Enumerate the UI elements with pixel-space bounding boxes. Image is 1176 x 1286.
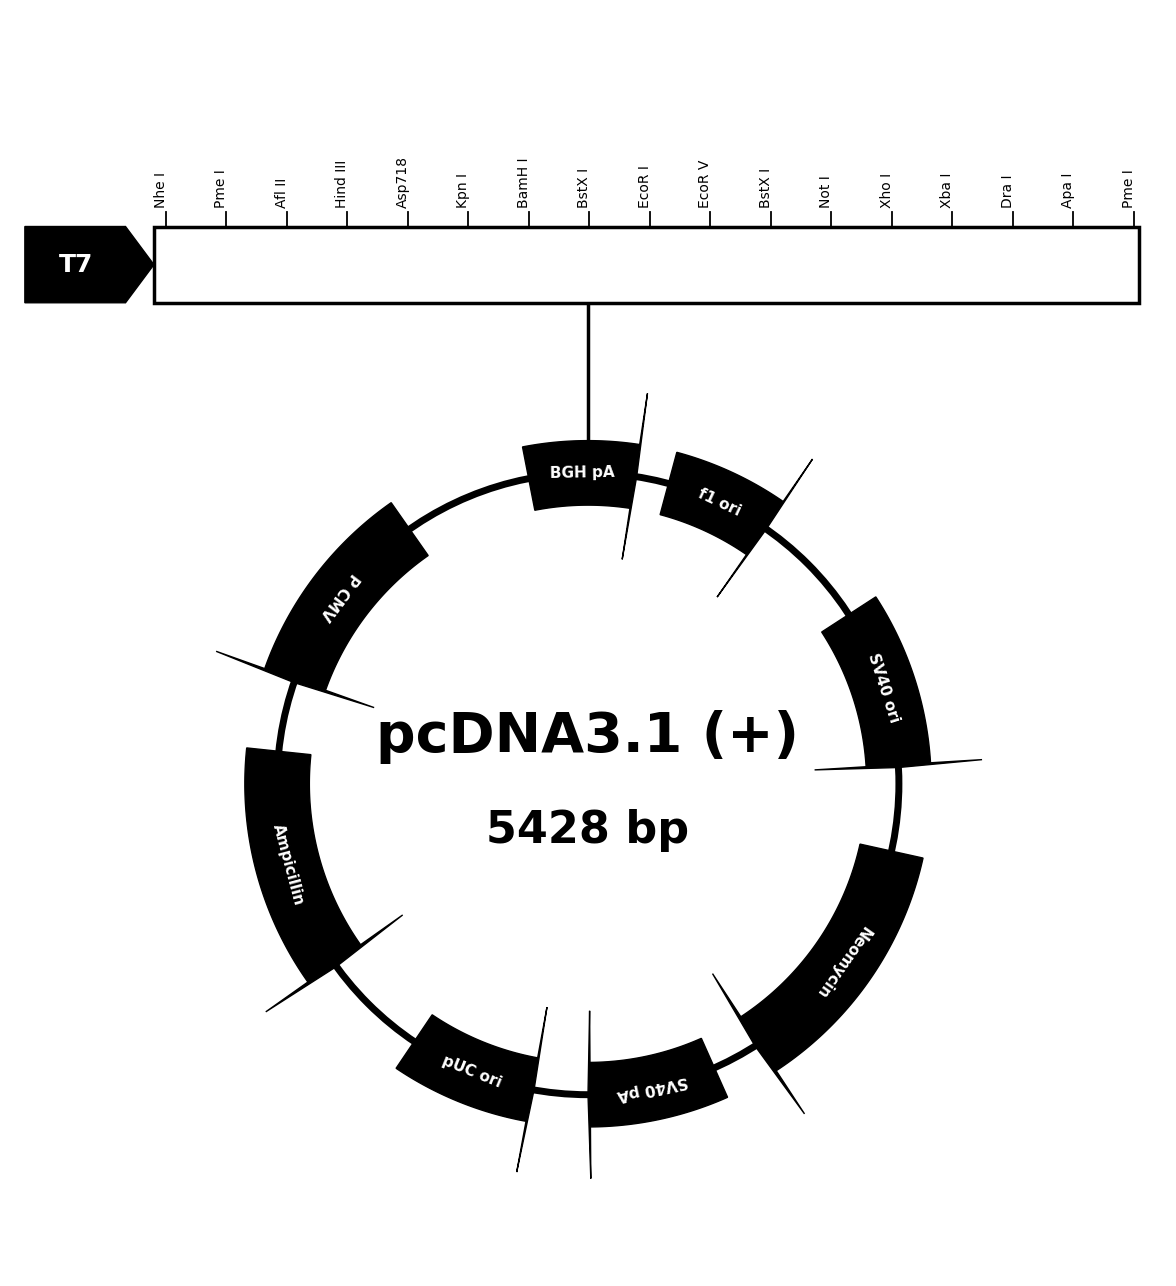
Text: Ampicillin: Ampicillin — [269, 822, 306, 907]
Text: 5428 bp: 5428 bp — [487, 809, 689, 853]
Text: Dra I: Dra I — [1001, 174, 1015, 208]
Text: BstX I: BstX I — [577, 167, 592, 208]
Text: BGH pA: BGH pA — [550, 464, 615, 481]
Polygon shape — [396, 1007, 547, 1172]
Polygon shape — [713, 844, 923, 1114]
Text: Not I: Not I — [820, 175, 834, 208]
Polygon shape — [522, 394, 648, 559]
Text: SV40 pA: SV40 pA — [616, 1073, 689, 1102]
Text: Nhe I: Nhe I — [154, 172, 168, 208]
Text: Asp718: Asp718 — [396, 156, 410, 208]
Polygon shape — [660, 453, 813, 597]
Text: P CMV: P CMV — [318, 571, 362, 622]
Text: Hind III: Hind III — [335, 159, 349, 208]
Text: f1 ori: f1 ori — [696, 486, 743, 518]
Text: Kpn I: Kpn I — [456, 172, 470, 208]
Text: Pme I: Pme I — [214, 168, 228, 208]
Text: Pme I: Pme I — [1122, 168, 1136, 208]
Text: Neomycin: Neomycin — [813, 923, 873, 1001]
Text: Xba I: Xba I — [941, 172, 955, 208]
Bar — [154, 226, 1140, 302]
Text: BamH I: BamH I — [517, 157, 530, 208]
Text: pUC ori: pUC ori — [440, 1053, 503, 1091]
Polygon shape — [588, 1011, 728, 1178]
Polygon shape — [815, 597, 982, 770]
Polygon shape — [245, 748, 402, 1012]
Text: EcoR V: EcoR V — [699, 159, 713, 208]
Polygon shape — [216, 503, 428, 707]
Text: Afl II: Afl II — [275, 177, 289, 208]
Text: EcoR I: EcoR I — [637, 165, 652, 208]
Polygon shape — [25, 226, 154, 302]
Text: T7: T7 — [59, 252, 94, 276]
Text: Xho I: Xho I — [880, 172, 894, 208]
Text: Apa I: Apa I — [1062, 172, 1075, 208]
Text: SV40 ori: SV40 ori — [866, 651, 902, 724]
Text: pcDNA3.1 (+): pcDNA3.1 (+) — [376, 710, 800, 764]
Text: BstX I: BstX I — [759, 167, 773, 208]
